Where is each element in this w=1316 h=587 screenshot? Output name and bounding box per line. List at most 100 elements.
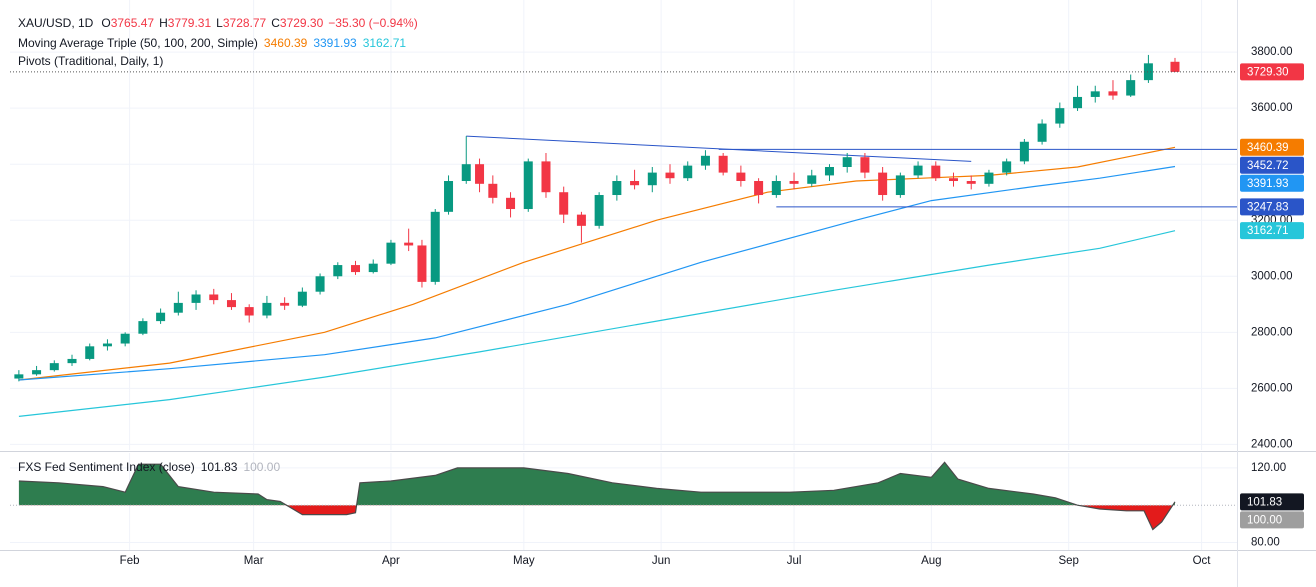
legend: XAU/USD, 1D O3765.47 H3779.31 L3728.77 C3729… (18, 16, 418, 474)
candle-body (49, 363, 59, 371)
x-tick-label: Oct (1193, 555, 1212, 567)
candle-body (1019, 141, 1029, 162)
y-tick-label: 80.00 (1251, 537, 1280, 549)
candle-body (488, 183, 498, 198)
candle-body (842, 157, 852, 167)
ma-label: Moving Average Triple (50, 100, 200, Sim… (18, 36, 258, 50)
symbol: XAU/USD, 1D (18, 16, 94, 30)
candle-body (718, 155, 728, 173)
candle-body (949, 178, 959, 182)
x-tick-label: Feb (120, 555, 140, 567)
reference-label: 100.00 (1247, 514, 1282, 526)
axes: 2400.002600.002800.003000.003200.003400.… (120, 46, 1304, 567)
x-tick-label: Mar (244, 555, 264, 567)
candle-body (736, 172, 746, 182)
candle-body (315, 276, 325, 292)
x-tick-label: Jul (787, 555, 802, 567)
candle-body (1143, 63, 1153, 81)
candle-body (85, 346, 95, 359)
price-label-box (1240, 198, 1304, 216)
candle-body (878, 172, 888, 196)
y-tick-label: 2600.00 (1251, 382, 1293, 394)
reference-label-box (1240, 511, 1304, 529)
candle-body (461, 164, 471, 182)
sentiment-last: 101.83 (201, 460, 238, 474)
candle-body (789, 181, 799, 184)
price-label: 3162.71 (1247, 225, 1289, 237)
ma-legend: Moving Average Triple (50, 100, 200, Sim… (18, 36, 406, 50)
area-above (18, 462, 1175, 506)
candle-body (333, 265, 343, 277)
candle-body (14, 374, 24, 379)
candle-body (368, 263, 378, 273)
candle-body (541, 161, 551, 193)
price-label-box (1240, 222, 1304, 240)
pivots-legend: Pivots (Traditional, Daily, 1) (18, 54, 163, 68)
candle-body (475, 164, 485, 184)
candle-body (191, 294, 201, 303)
candle-body (1108, 91, 1118, 96)
candle-body (262, 302, 272, 316)
price-label-box (1240, 156, 1304, 174)
candle-body (209, 294, 219, 301)
candle-body (280, 302, 290, 306)
candle-body (754, 181, 764, 196)
x-tick-label: Jun (652, 555, 671, 567)
candle-body (297, 291, 307, 306)
ohlc-value: 3728.77 (223, 16, 267, 30)
candle-body (417, 245, 427, 282)
candle-body (807, 175, 817, 184)
candle-body (1073, 96, 1083, 109)
x-tick-label: Aug (921, 555, 941, 567)
ohlc-value: 3765.47 (111, 16, 155, 30)
value-label-box (1240, 493, 1304, 511)
candle-body (683, 165, 693, 179)
candle-body (386, 242, 396, 264)
candle-body (1037, 123, 1047, 142)
ma-value: 3460.39 (264, 36, 308, 50)
candle-body (32, 370, 42, 375)
ohlc-value: 3729.30 (280, 16, 324, 30)
candle-body (612, 181, 622, 196)
sentiment-title: FXS Fed Sentiment Index (close) (18, 460, 195, 474)
y-tick-label: 3000.00 (1251, 270, 1293, 282)
sentiment-legend: FXS Fed Sentiment Index (close) 101.83 100… (18, 460, 280, 474)
x-tick-label: Apr (382, 555, 400, 567)
trend-line (466, 135, 972, 162)
candle-body (226, 300, 236, 308)
candle-body (156, 312, 166, 322)
symbol-legend: XAU/USD, 1D O3765.47 H3779.31 L3728.77 C3729… (18, 16, 418, 30)
price-label: 3452.72 (1247, 160, 1289, 172)
ma-value: 3391.93 (313, 36, 357, 50)
candle-body (576, 214, 586, 226)
candle-body (1055, 108, 1065, 124)
sentiment-pane (10, 461, 1237, 531)
x-tick-label: Sep (1058, 555, 1078, 567)
y-tick-label: 2400.00 (1251, 438, 1293, 450)
price-label-box (1240, 63, 1304, 81)
price-label: 3391.93 (1247, 178, 1289, 190)
value-label: 101.83 (1247, 496, 1282, 508)
candle-body (966, 181, 976, 184)
y-tick-label: 3600.00 (1251, 102, 1293, 114)
sentiment-reference: 100.00 (243, 460, 280, 474)
candle-body (120, 333, 130, 344)
candle-body (860, 157, 870, 173)
candle-body (430, 211, 440, 282)
price-label-box (1240, 138, 1304, 156)
candle-body (931, 165, 941, 179)
candle-body (173, 302, 183, 313)
candle-body (913, 165, 923, 176)
price-pane (10, 54, 1237, 417)
ohlc-label: H (159, 16, 168, 30)
price-label: 3729.30 (1247, 66, 1289, 78)
ohlc-value: 3779.31 (168, 16, 212, 30)
moving-average-line (18, 230, 1176, 417)
candle-body (771, 181, 781, 196)
ohlc-label: C (271, 16, 280, 30)
sentiment-line (18, 461, 1176, 531)
price-label: 3460.39 (1247, 142, 1289, 154)
candle-body (984, 172, 994, 184)
grid (10, 0, 1237, 550)
